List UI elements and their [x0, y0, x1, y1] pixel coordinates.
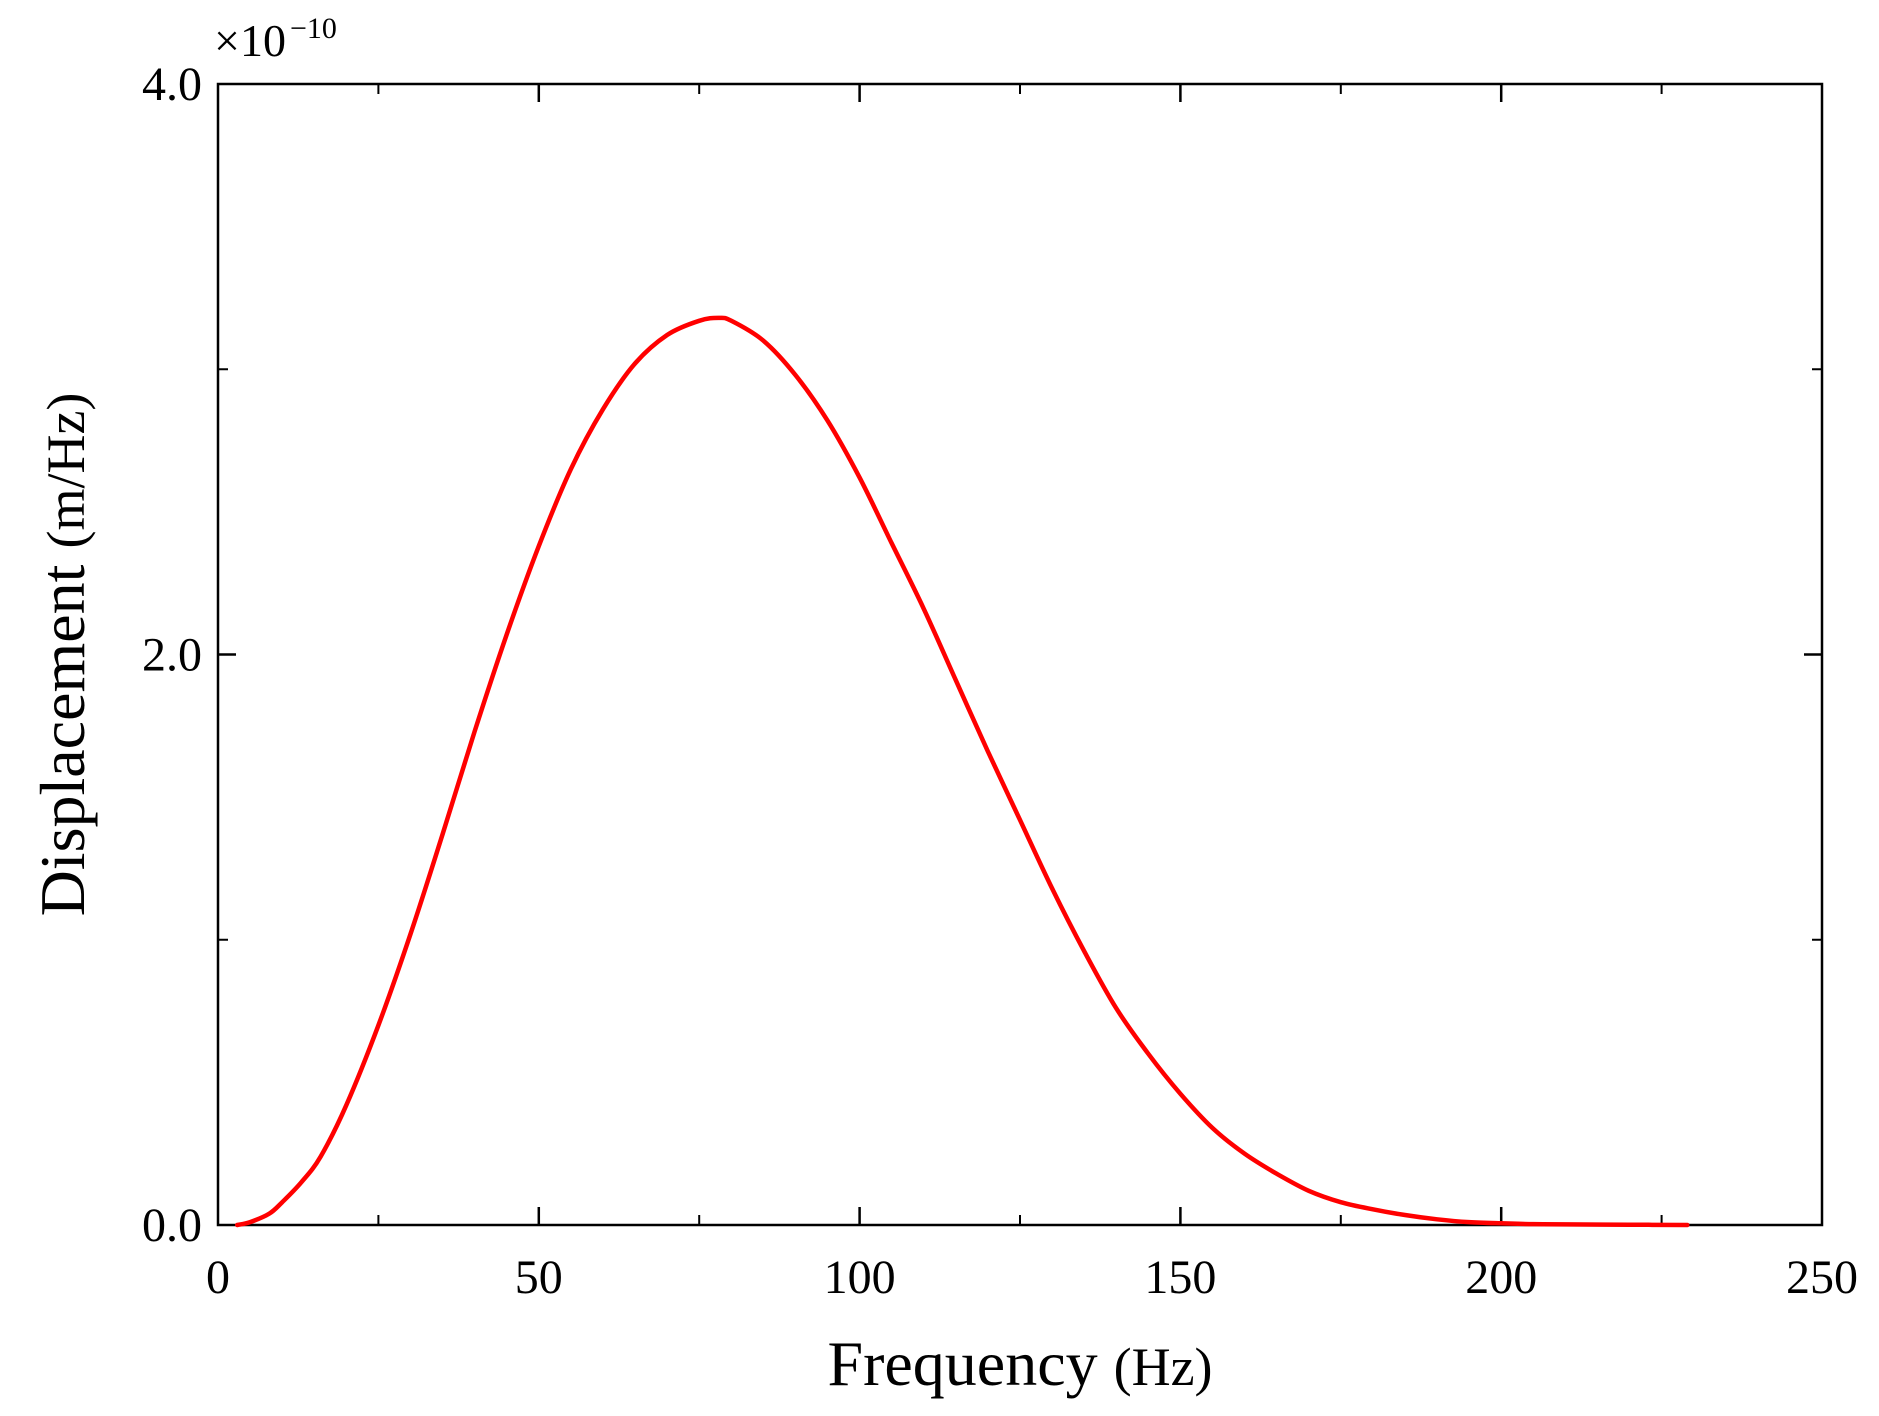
y-tick-label: 0.0 [142, 1199, 202, 1252]
series-line-displacement [234, 315, 1690, 1228]
plot-frame [216, 82, 1824, 1227]
y-tick-label: 2.0 [142, 629, 202, 682]
y-tick-label: 4.0 [142, 58, 202, 111]
y-axis-multiplier: ×10 −10 [214, 12, 337, 66]
x-tick-label: 200 [1465, 1251, 1537, 1304]
x-axis-title: Frequency (Hz) [827, 1328, 1212, 1399]
x-tick-label: 50 [515, 1251, 563, 1304]
x-tick-label: 0 [206, 1251, 230, 1304]
x-tick-label: 100 [824, 1251, 896, 1304]
y-axis-title: Displacement (m/Hz) [27, 393, 98, 917]
x-tick-label: 250 [1786, 1251, 1858, 1304]
x-tick-label: 150 [1144, 1251, 1216, 1304]
